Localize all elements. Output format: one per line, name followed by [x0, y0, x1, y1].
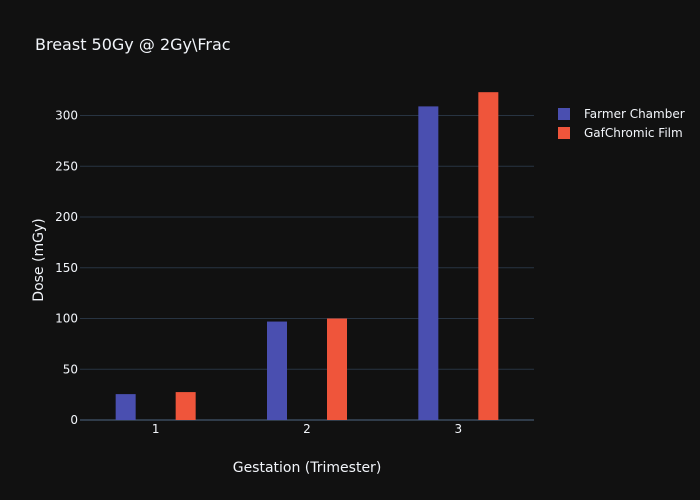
y-tick-label: 200: [55, 210, 78, 224]
bar-farmer-chamber-2[interactable]: [267, 321, 287, 420]
bars: [115, 92, 499, 420]
legend-swatch: [558, 127, 570, 139]
bar-farmer-chamber-3[interactable]: [418, 106, 439, 420]
bar-gafchromic-film-1[interactable]: [175, 392, 196, 420]
bar-farmer-chamber-1[interactable]: [115, 394, 136, 420]
y-tick-label: 150: [55, 261, 78, 275]
y-tick-label: 50: [63, 362, 78, 376]
legend-item-farmer-chamber[interactable]: Farmer Chamber: [558, 107, 685, 121]
legend-item-gafchromic-film[interactable]: GafChromic Film: [558, 126, 683, 140]
bar-gafchromic-film-2[interactable]: [327, 318, 347, 420]
y-tick-label: 0: [70, 413, 78, 427]
chart-title: Breast 50Gy @ 2Gy\Frac: [35, 35, 231, 54]
y-axis-title: Dose (mGy): [31, 218, 47, 301]
x-tick-label: 3: [455, 422, 463, 436]
legend-swatch: [558, 108, 570, 120]
gridlines: [80, 115, 534, 421]
legend-label: GafChromic Film: [584, 126, 683, 140]
y-tick-label: 100: [55, 312, 78, 326]
y-tick-label: 250: [55, 159, 78, 173]
x-tick-label: 2: [303, 422, 311, 436]
x-tick-label: 1: [152, 422, 160, 436]
y-axis-ticks: 0 50 100 150 200 250 300: [55, 109, 78, 427]
legend[interactable]: Farmer Chamber GafChromic Film: [558, 107, 685, 140]
x-axis-title: Gestation (Trimester): [233, 460, 382, 476]
y-tick-label: 300: [55, 109, 78, 123]
x-axis-ticks: 1 2 3: [152, 422, 462, 436]
bar-gafchromic-film-3[interactable]: [478, 92, 499, 420]
legend-label: Farmer Chamber: [584, 107, 685, 121]
